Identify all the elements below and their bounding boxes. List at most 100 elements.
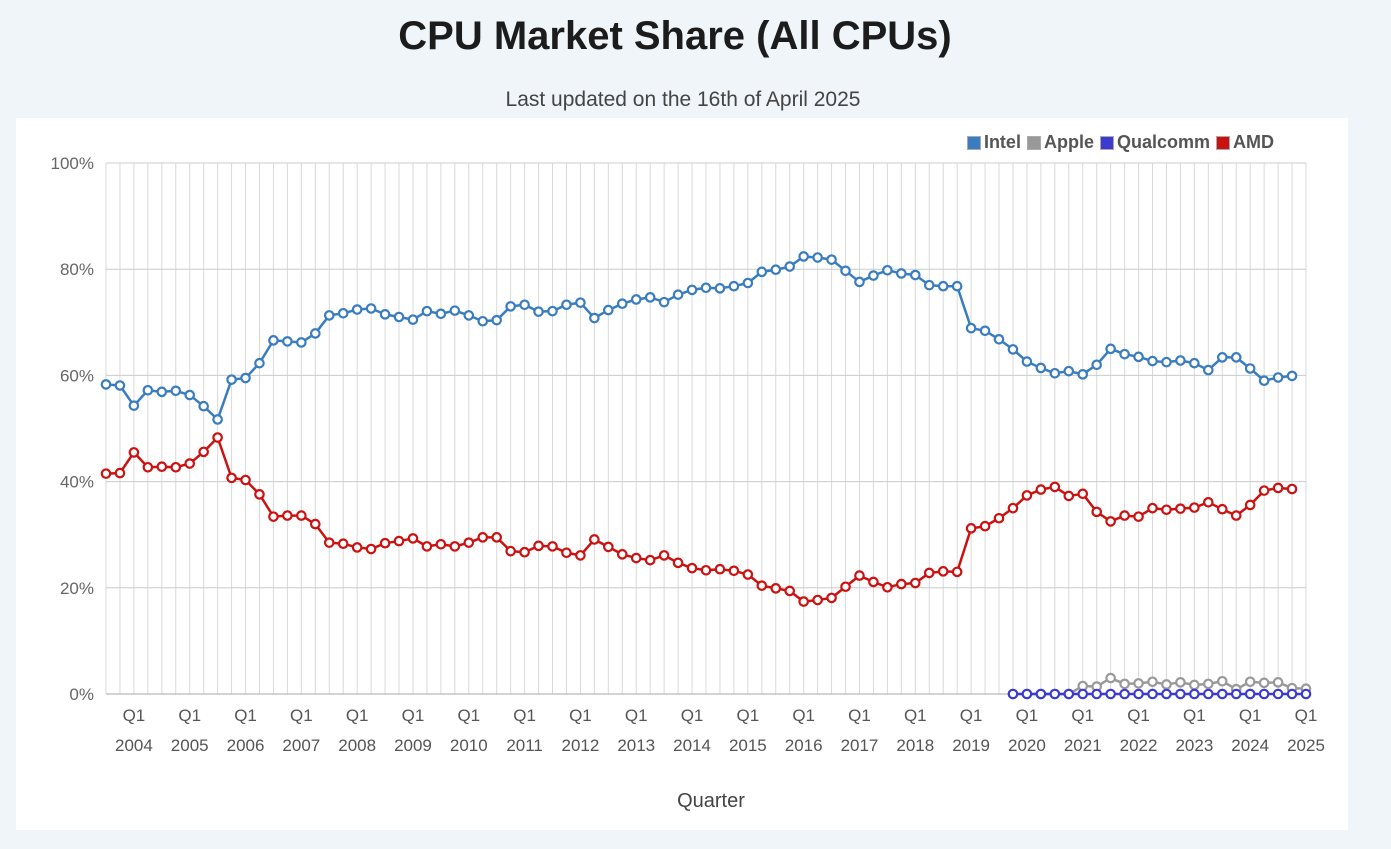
data-point-amd [714, 563, 726, 575]
x-tick-quarter: Q1 [290, 706, 313, 725]
data-point-qualcomm [1007, 688, 1019, 700]
data-point-amd [254, 489, 265, 500]
x-tick-quarter: Q1 [792, 706, 815, 725]
data-point-intel [365, 303, 377, 314]
data-point-amd [226, 472, 237, 484]
data-point-amd [114, 467, 126, 479]
data-point-intel [1147, 355, 1158, 367]
data-point-intel [1216, 352, 1228, 363]
data-point-intel [100, 379, 112, 390]
legend-item-qualcomm[interactable]: Qualcomm [1099, 132, 1210, 153]
data-point-amd [1189, 502, 1200, 513]
data-point-intel [658, 296, 670, 308]
page-title: CPU Market Share (All CPUs) [398, 14, 952, 58]
legend-swatch-apple [1026, 135, 1041, 150]
data-point-amd [296, 510, 307, 521]
data-point-intel [686, 284, 698, 296]
data-point-intel [923, 279, 935, 291]
data-point-intel [1230, 352, 1242, 363]
data-point-intel [896, 268, 907, 279]
data-point-amd [826, 592, 837, 604]
data-point-intel [812, 252, 823, 263]
data-point-amd [1230, 510, 1242, 521]
data-point-intel [449, 305, 461, 316]
data-point-amd [1161, 504, 1172, 516]
data-point-intel [1189, 357, 1200, 369]
data-point-apple [1161, 679, 1172, 690]
data-point-intel [491, 314, 502, 326]
x-tick-quarter: Q1 [513, 706, 536, 725]
data-point-amd [421, 541, 433, 552]
y-tick-label: 0% [69, 685, 94, 704]
data-point-qualcomm [1021, 688, 1033, 700]
data-point-intel [1119, 348, 1130, 360]
data-point-amd [1091, 506, 1102, 518]
data-point-intel [728, 280, 740, 292]
data-point-intel [1063, 365, 1075, 377]
data-point-amd [937, 566, 949, 577]
data-point-intel [268, 335, 279, 346]
data-point-amd [672, 557, 684, 569]
data-point-intel [798, 251, 809, 262]
data-point-amd [1105, 516, 1116, 527]
data-point-intel [561, 299, 572, 311]
data-point-intel [1175, 355, 1186, 366]
data-point-intel [854, 276, 865, 288]
data-point-amd [184, 458, 196, 469]
data-point-intel [910, 269, 921, 281]
chart-plot: 0% 20% 40% 60% 80% 100% Q1 2004 Q1 2005 Q1 2006 Q1 20… [51, 154, 1325, 812]
legend-label-amd: AMD [1233, 132, 1274, 152]
data-point-intel [156, 386, 168, 398]
x-tick-year: 2016 [785, 736, 823, 755]
data-point-qualcomm [1133, 688, 1144, 700]
x-tick-year: 2015 [729, 736, 767, 755]
data-point-qualcomm [1105, 688, 1116, 700]
x-tick-quarter: Q1 [1071, 706, 1094, 725]
data-point-intel [212, 414, 223, 425]
data-point-amd [463, 537, 475, 548]
x-tick-quarter: Q1 [569, 706, 592, 725]
data-point-intel [644, 292, 656, 303]
data-point-intel [868, 270, 879, 281]
data-point-amd [100, 468, 112, 479]
data-point-amd [589, 534, 600, 545]
data-point-amd [1063, 490, 1075, 502]
data-point-intel [1258, 375, 1270, 387]
x-tick-quarter: Q1 [737, 706, 760, 725]
data-point-amd [198, 446, 209, 458]
data-point-intel [477, 315, 489, 327]
legend-item-intel[interactable]: Intel [966, 132, 1021, 153]
page-subtitle: Last updated on the 16th of April 2025 [505, 88, 861, 111]
data-point-amd [1175, 503, 1186, 514]
data-point-apple [1105, 672, 1116, 684]
x-tick-year: 2014 [673, 736, 711, 755]
data-point-amd [644, 554, 656, 566]
data-point-intel [589, 312, 600, 324]
x-tick-quarter: Q1 [904, 706, 927, 725]
data-point-amd [282, 510, 293, 521]
data-point-intel [1105, 343, 1116, 355]
data-point-qualcomm [1175, 688, 1186, 700]
x-tick-year: 2019 [952, 736, 990, 755]
data-point-qualcomm [1258, 688, 1270, 700]
x-tick-year: 2024 [1231, 736, 1269, 755]
data-point-amd [1147, 502, 1158, 514]
data-point-apple [1133, 678, 1144, 689]
x-axis-title: Quarter [677, 790, 745, 812]
legend-swatch-qualcomm [1099, 135, 1114, 150]
data-point-amd [156, 461, 168, 473]
data-point-intel [742, 277, 754, 289]
data-point-amd [742, 569, 754, 580]
data-point-amd [784, 585, 796, 597]
x-tick-quarter: Q1 [1183, 706, 1206, 725]
data-point-amd [756, 580, 768, 591]
legend-item-amd[interactable]: AMD [1216, 132, 1274, 153]
x-tick-year: 2004 [115, 736, 153, 755]
data-point-amd [1119, 510, 1130, 521]
data-point-amd [658, 550, 670, 561]
data-point-intel [463, 310, 475, 321]
legend-item-apple[interactable]: Apple [1026, 132, 1094, 153]
x-tick-year: 2013 [617, 736, 655, 755]
data-point-amd [240, 474, 251, 486]
data-point-intel [533, 306, 544, 317]
